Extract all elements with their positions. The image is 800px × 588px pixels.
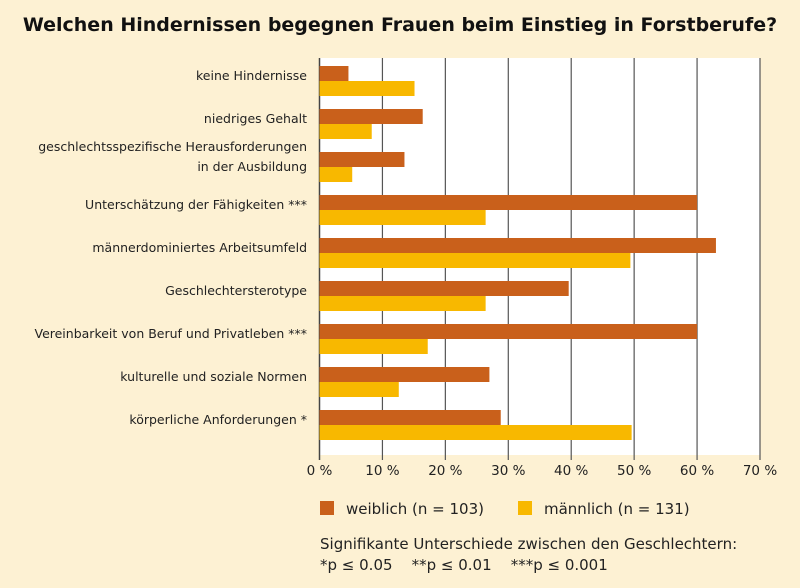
x-tick-label: 40 % [554,463,588,479]
category-label: Vereinbarkeit von Beruf und Privatleben … [34,326,307,341]
bar-weiblich [319,281,569,296]
bar-weiblich [319,324,698,339]
category-label: männerdominiertes Arbeitsumfeld [92,240,307,255]
bar-maennlich [319,425,632,440]
legend-label-maennlich: männlich (n = 131) [544,500,690,518]
significance-note: Signifikante Unterschiede zwischen den G… [320,534,737,576]
bar-weiblich [319,238,716,253]
category-label: keine Hindernisse [196,68,307,83]
bar-maennlich [319,167,353,182]
category-label: körperliche Anforderungen * [129,412,307,427]
x-tick-label: 10 % [365,463,399,479]
significance-levels: *p ≤ 0.05 **p ≤ 0.01 ***p ≤ 0.001 [320,556,608,574]
x-tick-label: 0 % [307,463,333,479]
x-tick-label: 60 % [680,463,714,479]
bar-weiblich [319,367,490,382]
bar-maennlich [319,382,399,397]
bar-weiblich [319,410,501,425]
bar-maennlich [319,339,428,354]
bar-weiblich [319,109,423,124]
significance-heading: Signifikante Unterschiede zwischen den G… [320,535,738,553]
x-tick-label: 20 % [428,463,462,479]
bar-maennlich [319,81,415,96]
category-label: in der Ausbildung [197,159,307,174]
bar-maennlich [319,296,486,311]
category-label: niedriges Gehalt [204,111,307,126]
x-tick-label: 70 % [743,463,777,479]
bar-weiblich [319,195,698,210]
bar-maennlich [319,253,631,268]
category-label: geschlechtsspezifische Herausforderungen [38,139,307,154]
category-label: kulturelle und soziale Normen [120,369,307,384]
category-label: Unterschätzung der Fähigkeiten *** [85,197,307,212]
legend-weiblich: weiblich (n = 103) [320,500,484,518]
bar-weiblich [319,152,405,167]
legend-label-weiblich: weiblich (n = 103) [346,500,484,518]
chart-title: Welchen Hindernissen begegnen Frauen bei… [22,14,778,36]
category-label: Geschlechtersterotype [165,283,307,298]
bar-maennlich [319,124,372,139]
bar-weiblich [319,66,349,81]
legend-swatch-weiblich [320,501,334,515]
legend-swatch-maennlich [518,501,532,515]
legend-maennlich: männlich (n = 131) [518,500,690,518]
x-tick-label: 30 % [491,463,525,479]
bar-maennlich [319,210,486,225]
x-tick-label: 50 % [617,463,651,479]
